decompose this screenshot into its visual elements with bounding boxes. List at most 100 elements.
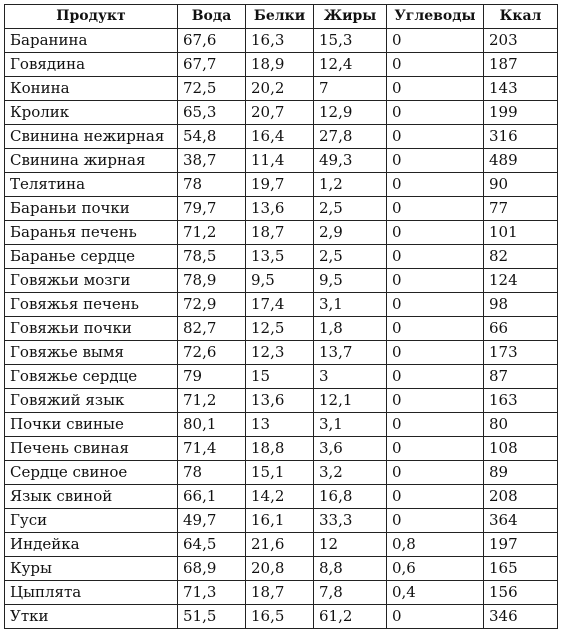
cell-kcal: 77 [483, 196, 558, 221]
cell-carbs: 0,6 [386, 556, 484, 581]
cell-product: Говядина [4, 52, 178, 77]
table-row: Гуси 49,7 16,1 33,3 0 364 [4, 508, 558, 533]
cell-kcal: 173 [483, 340, 558, 365]
cell-product: Конина [4, 76, 178, 101]
cell-kcal: 197 [483, 532, 558, 557]
cell-carbs: 0 [386, 268, 484, 293]
cell-fat: 15,3 [313, 28, 387, 53]
cell-carbs: 0 [386, 124, 484, 149]
table-header: Продукт Вода Белки Жиры Углеводы Ккал [4, 4, 558, 29]
cell-kcal: 101 [483, 220, 558, 245]
cell-water: 68,9 [177, 556, 246, 581]
cell-carbs: 0 [386, 340, 484, 365]
cell-product: Телятина [4, 172, 178, 197]
header-protein: Белки [245, 4, 314, 29]
table-row: Говяжий язык 71,2 13,6 12,1 0 163 [4, 388, 558, 413]
cell-product: Говяжьи почки [4, 316, 178, 341]
table-row: Говядина 67,7 18,9 12,4 0 187 [4, 52, 558, 77]
cell-product: Баранина [4, 28, 178, 53]
cell-product: Бараньи почки [4, 196, 178, 221]
cell-water: 72,6 [177, 340, 246, 365]
cell-protein: 18,7 [245, 220, 314, 245]
cell-kcal: 89 [483, 460, 558, 485]
cell-kcal: 489 [483, 148, 558, 173]
cell-water: 82,7 [177, 316, 246, 341]
cell-kcal: 108 [483, 436, 558, 461]
table-row: Говяжьи почки 82,7 12,5 1,8 0 66 [4, 316, 558, 341]
cell-protein: 13 [245, 412, 314, 437]
cell-protein: 16,3 [245, 28, 314, 53]
cell-fat: 7,8 [313, 580, 387, 605]
cell-product: Свинина жирная [4, 148, 178, 173]
table-row: Индейка 64,5 21,6 12 0,8 197 [4, 532, 558, 557]
table-row: Утки 51,5 16,5 61,2 0 346 [4, 604, 558, 629]
cell-fat: 2,5 [313, 196, 387, 221]
cell-protein: 21,6 [245, 532, 314, 557]
cell-water: 71,2 [177, 388, 246, 413]
cell-protein: 9,5 [245, 268, 314, 293]
cell-carbs: 0 [386, 148, 484, 173]
cell-fat: 12 [313, 532, 387, 557]
cell-carbs: 0 [386, 76, 484, 101]
cell-kcal: 98 [483, 292, 558, 317]
cell-protein: 20,8 [245, 556, 314, 581]
cell-product: Говяжьи мозги [4, 268, 178, 293]
cell-kcal: 80 [483, 412, 558, 437]
table-row: Куры 68,9 20,8 8,8 0,6 165 [4, 556, 558, 581]
header-carbs: Углеводы [386, 4, 484, 29]
table-row: Цыплята 71,3 18,7 7,8 0,4 156 [4, 580, 558, 605]
table-row: Сердце свиное 78 15,1 3,2 0 89 [4, 460, 558, 485]
cell-kcal: 143 [483, 76, 558, 101]
cell-water: 65,3 [177, 100, 246, 125]
cell-carbs: 0 [386, 460, 484, 485]
cell-fat: 16,8 [313, 484, 387, 509]
cell-kcal: 124 [483, 268, 558, 293]
cell-kcal: 316 [483, 124, 558, 149]
cell-product: Сердце свиное [4, 460, 178, 485]
cell-fat: 9,5 [313, 268, 387, 293]
cell-kcal: 163 [483, 388, 558, 413]
cell-kcal: 208 [483, 484, 558, 509]
cell-carbs: 0 [386, 52, 484, 77]
cell-water: 78,9 [177, 268, 246, 293]
table-row: Язык свиной 66,1 14,2 16,8 0 208 [4, 484, 558, 509]
table-row: Говяжье сердце 79 15 3 0 87 [4, 364, 558, 389]
cell-water: 72,9 [177, 292, 246, 317]
cell-carbs: 0 [386, 484, 484, 509]
cell-fat: 12,1 [313, 388, 387, 413]
cell-fat: 1,2 [313, 172, 387, 197]
cell-product: Утки [4, 604, 178, 629]
cell-water: 78 [177, 172, 246, 197]
cell-protein: 18,8 [245, 436, 314, 461]
cell-protein: 20,7 [245, 100, 314, 125]
cell-protein: 13,5 [245, 244, 314, 269]
cell-protein: 15 [245, 364, 314, 389]
cell-product: Говяжий язык [4, 388, 178, 413]
cell-fat: 12,9 [313, 100, 387, 125]
cell-water: 66,1 [177, 484, 246, 509]
cell-fat: 61,2 [313, 604, 387, 629]
cell-kcal: 87 [483, 364, 558, 389]
cell-carbs: 0 [386, 28, 484, 53]
cell-fat: 12,4 [313, 52, 387, 77]
cell-fat: 2,5 [313, 244, 387, 269]
cell-kcal: 156 [483, 580, 558, 605]
cell-product: Язык свиной [4, 484, 178, 509]
cell-protein: 16,4 [245, 124, 314, 149]
cell-product: Баранье сердце [4, 244, 178, 269]
cell-fat: 8,8 [313, 556, 387, 581]
cell-kcal: 199 [483, 100, 558, 125]
table-row: Свинина нежирная 54,8 16,4 27,8 0 316 [4, 124, 558, 149]
cell-water: 79 [177, 364, 246, 389]
cell-product: Кролик [4, 100, 178, 125]
cell-product: Почки свиные [4, 412, 178, 437]
cell-product: Свинина нежирная [4, 124, 178, 149]
table-row: Телятина 78 19,7 1,2 0 90 [4, 172, 558, 197]
cell-carbs: 0 [386, 364, 484, 389]
cell-kcal: 165 [483, 556, 558, 581]
table-row: Конина 72,5 20,2 7 0 143 [4, 76, 558, 101]
table-row: Бараньи почки 79,7 13,6 2,5 0 77 [4, 196, 558, 221]
cell-product: Баранья печень [4, 220, 178, 245]
cell-carbs: 0 [386, 436, 484, 461]
